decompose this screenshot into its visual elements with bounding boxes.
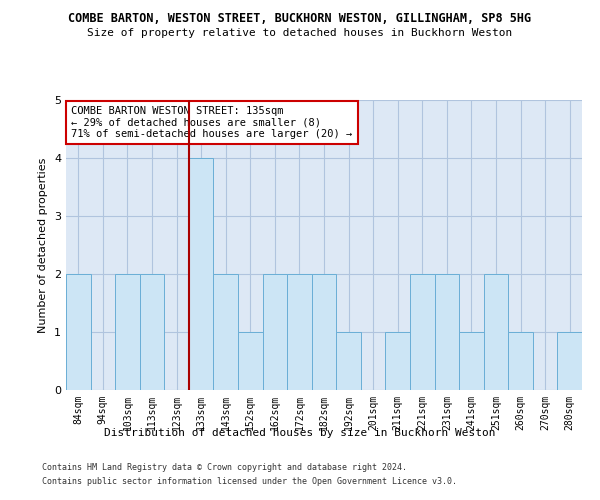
Y-axis label: Number of detached properties: Number of detached properties <box>38 158 49 332</box>
Bar <box>434 274 459 390</box>
Bar <box>312 274 336 390</box>
Bar <box>557 332 582 390</box>
Bar <box>287 274 312 390</box>
Bar <box>459 332 484 390</box>
Bar <box>410 274 434 390</box>
Bar <box>336 332 361 390</box>
Text: Distribution of detached houses by size in Buckhorn Weston: Distribution of detached houses by size … <box>104 428 496 438</box>
Text: Contains HM Land Registry data © Crown copyright and database right 2024.: Contains HM Land Registry data © Crown c… <box>42 464 407 472</box>
Text: Size of property relative to detached houses in Buckhorn Weston: Size of property relative to detached ho… <box>88 28 512 38</box>
Text: COMBE BARTON WESTON STREET: 135sqm
← 29% of detached houses are smaller (8)
71% : COMBE BARTON WESTON STREET: 135sqm ← 29%… <box>71 106 352 139</box>
Text: Contains public sector information licensed under the Open Government Licence v3: Contains public sector information licen… <box>42 477 457 486</box>
Bar <box>66 274 91 390</box>
Bar <box>385 332 410 390</box>
Bar <box>508 332 533 390</box>
Bar <box>214 274 238 390</box>
Bar <box>140 274 164 390</box>
Bar <box>238 332 263 390</box>
Bar <box>484 274 508 390</box>
Bar <box>263 274 287 390</box>
Bar <box>189 158 214 390</box>
Bar <box>115 274 140 390</box>
Text: COMBE BARTON, WESTON STREET, BUCKHORN WESTON, GILLINGHAM, SP8 5HG: COMBE BARTON, WESTON STREET, BUCKHORN WE… <box>68 12 532 26</box>
